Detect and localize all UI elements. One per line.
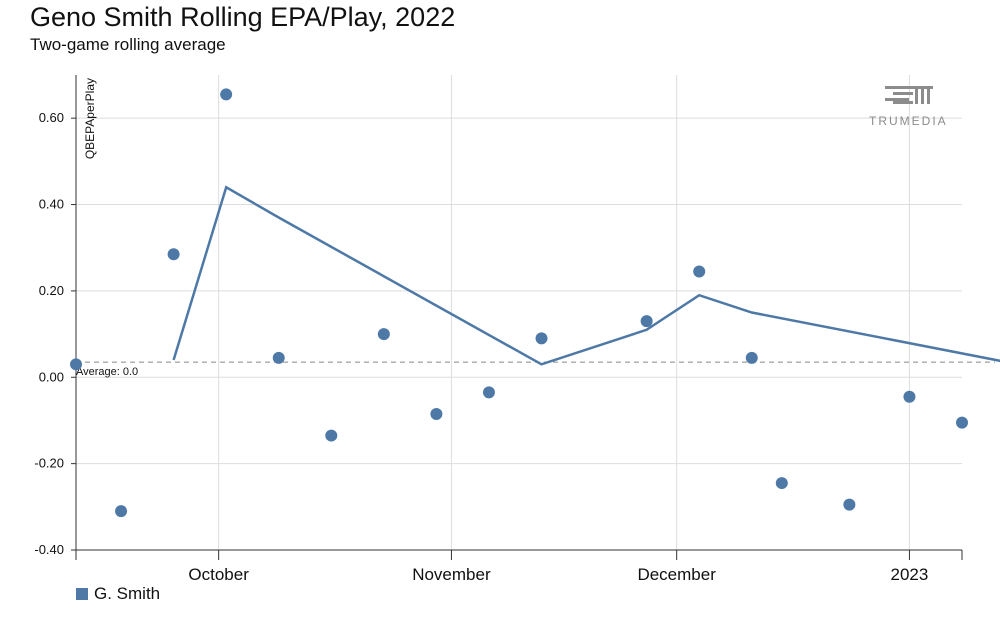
data-point — [640, 315, 653, 328]
grid-lines — [76, 75, 962, 551]
chart-title: Geno Smith Rolling EPA/Play, 2022 — [30, 2, 456, 32]
chart-subtitle: Two-game rolling average — [30, 35, 226, 54]
data-point — [956, 416, 968, 429]
data-point — [482, 386, 495, 399]
legend-label: G. Smith — [94, 584, 161, 603]
x-tick-label: October — [188, 565, 249, 584]
y-tick-label: 0.60 — [39, 110, 64, 125]
data-point — [70, 358, 82, 371]
y-axis-label: QBEPAperPlay — [83, 78, 97, 159]
data-point — [167, 248, 180, 261]
data-point — [693, 265, 706, 278]
x-tick-label: December — [637, 565, 716, 584]
data-point — [325, 429, 338, 442]
y-tick-label: 0.20 — [39, 283, 64, 298]
data-point — [745, 351, 758, 364]
average-line-group: Average: 0.0 — [76, 361, 995, 378]
data-points — [70, 88, 968, 518]
data-point — [843, 498, 856, 511]
trumedia-logo-text: TRUMEDIA — [869, 114, 948, 128]
trumedia-logo-icon — [885, 86, 933, 104]
legend: G. Smith — [76, 584, 160, 604]
data-point — [775, 477, 788, 490]
y-tick-label: -0.20 — [34, 456, 64, 471]
trumedia-logo: TRUMEDIA — [869, 86, 948, 128]
average-line-label: Average: 0.0 — [76, 366, 138, 378]
y-tick-label: 0.00 — [39, 369, 64, 384]
data-point — [272, 351, 285, 364]
data-point — [115, 505, 128, 518]
rolling-line-group — [172, 185, 1000, 366]
x-tick-label: November — [412, 565, 491, 584]
axes: -0.40 -0.20 0.00 0.20 0.40 0.60 October Novembe… — [34, 75, 963, 584]
data-point — [220, 88, 233, 101]
data-point — [430, 407, 443, 420]
data-point — [377, 328, 390, 341]
x-tick-label: 2023 — [891, 565, 929, 584]
rolling-average-line — [172, 185, 1000, 366]
legend-swatch — [76, 588, 88, 600]
data-point — [535, 332, 548, 345]
y-tick-label: 0.40 — [39, 197, 64, 212]
data-point — [903, 390, 916, 403]
y-tick-label: -0.40 — [34, 542, 64, 557]
